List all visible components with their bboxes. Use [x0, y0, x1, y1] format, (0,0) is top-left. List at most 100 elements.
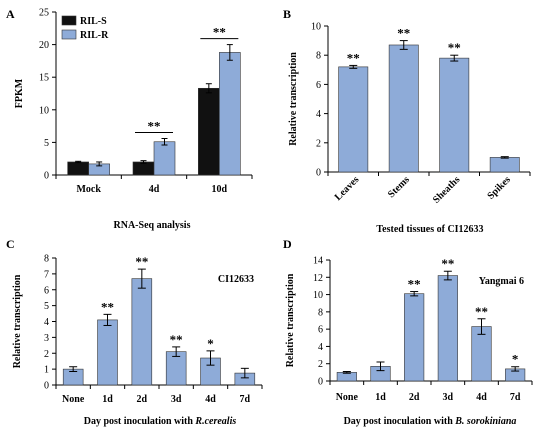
x-tick-label: 7d	[240, 394, 251, 405]
x-tick-label: 7d	[510, 392, 521, 403]
bar	[388, 44, 419, 173]
y-tick-label: 0	[44, 381, 49, 392]
y-tick-label: 7	[44, 269, 49, 280]
y-axis-title: FPKM	[14, 78, 25, 108]
bar	[67, 161, 89, 176]
bar	[198, 87, 220, 176]
cultivar-label: Yangmai 6	[479, 276, 524, 287]
y-tick-label: 5	[44, 301, 49, 312]
panel-letter: A	[6, 7, 15, 21]
bar	[153, 141, 176, 176]
bar	[338, 66, 369, 173]
legend-swatch	[61, 15, 77, 26]
y-tick-label: 5	[44, 138, 49, 149]
x-axis-title-species: B. sorokiniana	[454, 416, 516, 427]
x-axis-title-text: Day post inoculation with	[344, 416, 456, 427]
significance-marker: **	[213, 25, 226, 40]
y-tick-label: 8	[318, 307, 323, 318]
significance-marker: **	[448, 40, 461, 55]
significance-marker: *	[512, 352, 519, 367]
significance-marker: **	[347, 50, 360, 65]
y-axis-title: Relative transcription	[12, 274, 23, 368]
x-axis-title: Day post inoculation with R.cerealis	[84, 416, 237, 427]
x-axis-title: Tested tissues of CI12633	[376, 224, 483, 235]
y-tick-label: 4	[44, 317, 49, 328]
x-tick-label: 3d	[171, 394, 182, 405]
y-tick-label: 12	[313, 273, 323, 284]
bar	[439, 57, 470, 173]
x-tick-label: Stems	[386, 174, 412, 200]
x-tick-label: Leaves	[333, 174, 362, 203]
significance-marker: **	[475, 304, 488, 319]
panel-letter: C	[6, 237, 15, 251]
x-tick-label: 2d	[137, 394, 148, 405]
significance-marker: **	[441, 256, 454, 271]
x-tick-label: Spikes	[485, 174, 513, 202]
panel-b: B 0 2 4 6 8 10 Relative transcription Leaves Stem…	[283, 7, 531, 235]
x-tick-label: 4d	[149, 184, 160, 195]
cultivar-label: CI12633	[218, 274, 254, 285]
y-tick-label: 2	[318, 359, 323, 370]
significance-marker: **	[135, 254, 148, 269]
y-tick-label: 25	[39, 8, 49, 19]
panel-d: D 0 2 4 6 8 10 12 14 Relative transcription None 1d…	[283, 237, 533, 427]
y-tick-label: 8	[44, 254, 49, 265]
x-tick-label: 10d	[212, 184, 228, 195]
y-tick-label: 14	[313, 256, 323, 267]
panel-letter: B	[283, 7, 291, 21]
x-tick-label: 1d	[102, 394, 113, 405]
x-tick-label: 4d	[205, 394, 216, 405]
y-tick-label: 20	[39, 40, 49, 51]
x-axis-title: RNA-Seq analysis	[114, 220, 191, 231]
y-tick-label: 4	[316, 109, 321, 120]
y-tick-label: 10	[311, 22, 321, 33]
significance-marker: **	[101, 299, 114, 314]
y-axis-title: Relative transcription	[288, 52, 299, 146]
x-tick-label: 1d	[375, 392, 386, 403]
y-tick-label: 10	[313, 290, 323, 301]
significance-marker: **	[397, 26, 410, 41]
bar	[489, 157, 520, 173]
y-tick-label: 0	[318, 377, 323, 388]
x-tick-label: 4d	[476, 392, 487, 403]
y-tick-label: 0	[44, 171, 49, 182]
y-tick-label: 4	[318, 342, 323, 353]
y-tick-label: 8	[316, 51, 321, 62]
y-tick-label: 6	[318, 325, 323, 336]
panel-a: A 0 5 10 15 20 25 FPKM Mock 4d 10d RNA-Seq analysis…	[6, 7, 253, 231]
x-tick-label: 3d	[443, 392, 454, 403]
bar	[404, 293, 425, 382]
y-tick-label: 2	[44, 349, 49, 360]
y-tick-label: 6	[44, 285, 49, 296]
legend-label: RIL-R	[80, 30, 109, 41]
panel-c: C 0 1 2 3 4 5 6 7 8 Relative transcription None 1d 2d…	[6, 237, 263, 427]
y-tick-label: 2	[316, 138, 321, 149]
y-tick-label: 10	[39, 105, 49, 116]
y-axis-title: Relative transcription	[285, 273, 296, 367]
legend-swatch	[61, 29, 77, 40]
bar	[219, 52, 241, 176]
x-axis-title-text: Day post inoculation with	[84, 416, 196, 427]
panel-letter: D	[283, 237, 292, 251]
significance-marker: **	[408, 277, 421, 292]
x-tick-label: 2d	[409, 392, 420, 403]
x-tick-label: None	[62, 394, 85, 405]
bar	[131, 278, 153, 386]
y-tick-label: 1	[44, 365, 49, 376]
y-tick-label: 0	[316, 168, 321, 179]
x-tick-label: None	[336, 392, 359, 403]
legend-label: RIL-S	[80, 16, 107, 27]
bar	[132, 161, 155, 176]
bar	[437, 275, 458, 382]
y-tick-label: 6	[316, 80, 321, 91]
y-tick-label: 3	[44, 333, 49, 344]
x-axis-title-species: R.cerealis	[194, 416, 236, 427]
significance-marker: *	[207, 336, 214, 351]
bar	[97, 319, 118, 386]
x-tick-label: Sheaths	[431, 174, 462, 205]
x-axis-title: Day post inoculation with B. sorokiniana	[344, 416, 517, 427]
x-tick-label: Mock	[76, 184, 101, 195]
significance-marker: **	[148, 118, 161, 133]
significance-marker: **	[170, 332, 183, 347]
